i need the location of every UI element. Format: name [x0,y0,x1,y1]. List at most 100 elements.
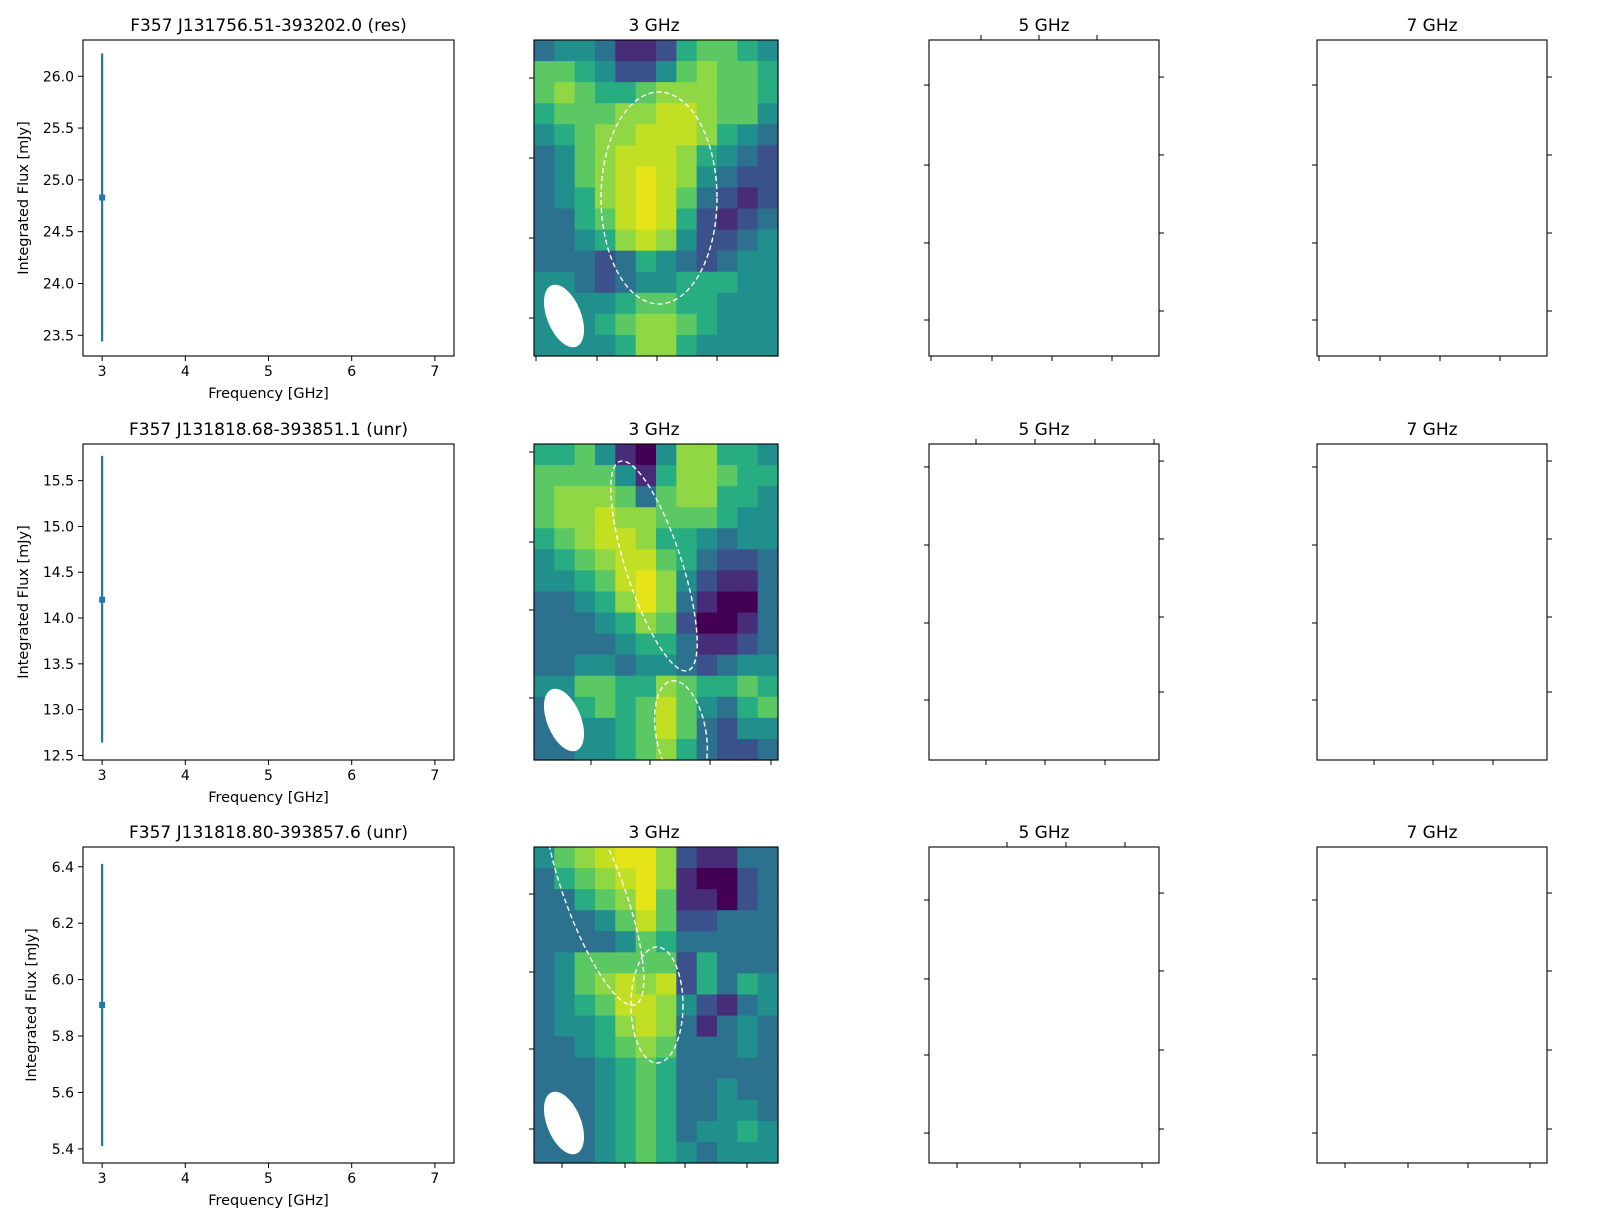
x-tick-label: 5 [264,364,273,380]
heatmap-cell [554,444,576,466]
heatmap-cell [635,1120,657,1143]
heatmap-cell [656,271,677,294]
heatmap-cell [635,973,657,996]
heatmap-cell [554,973,576,996]
heatmap-cell [757,931,779,953]
heatmap-cell [757,973,779,996]
heatmap-cell [615,486,637,508]
heatmap-cell [635,1099,657,1122]
heatmap-cell [696,1120,718,1143]
heatmap-cell [696,868,718,890]
beam-ellipse [543,1091,585,1155]
heatmap-cell [737,910,759,932]
heatmap-cell [737,208,759,231]
heatmap-cell [656,591,677,614]
heatmap-cell [574,187,596,210]
row-2: F357 J131818.68-393851.1 (unr) 3 4 5 6 7 12.5 1… [16,420,1552,806]
heatmap-cell [574,910,596,932]
heatmap-cell [595,738,616,761]
heatmap-cell [656,208,677,231]
heatmap-cell [574,612,596,635]
heatmap-cell [737,549,759,571]
heatmap-cell [574,229,596,252]
heatmap-cell [757,208,779,231]
y-tick-label: 25.0 [43,173,74,189]
heatmap-cell [574,465,596,487]
heatmap-cell [615,612,637,635]
heatmap-cell [737,465,759,487]
heatmap-cell [595,507,616,529]
heatmap-cell [717,1015,738,1038]
heatmap-cell [717,591,738,614]
heatmap-cell [656,250,677,273]
heatmap-cell [595,187,616,210]
heatmap-cell [534,633,555,656]
heatmap-cell [635,1036,657,1059]
map-panel-3: 7 GHz [1312,16,1552,361]
heatmap-cell [696,528,718,550]
heatmap-cell [757,465,779,487]
heatmap-cell [615,931,637,953]
map-title: 5 GHz [1018,823,1069,843]
heatmap-cell [554,40,576,62]
heatmap-cell [534,1015,555,1038]
heatmap-cell [635,696,657,719]
heatmap-cell [534,444,555,466]
heatmap-cell [676,271,698,294]
heatmap-cell [574,103,596,125]
map-frame [1316,846,1548,1164]
heatmap-cell [717,633,738,656]
heatmap-cell [737,696,759,719]
heatmap-cell [717,61,738,83]
heatmap-cell [737,1015,759,1038]
map-panel-2: 5 GHz [924,823,1164,1168]
heatmap-cell [696,931,718,953]
heatmap-cell [717,40,738,62]
heatmap-cell [534,145,555,167]
heatmap-cell [656,528,677,550]
heatmap-cell [615,1078,637,1101]
map-frame [533,39,779,357]
heatmap-cell [615,1015,637,1038]
plot-frame [82,443,455,761]
x-axis-label: Frequency [GHz] [208,790,329,806]
heatmap-cell [534,847,555,869]
heatmap-cell [676,696,698,719]
heatmap-cell [676,465,698,487]
data-point [99,194,106,201]
heatmap-cell [737,486,759,508]
heatmap-cell [757,1015,779,1038]
heatmap-cell [595,654,616,677]
heatmap-cell [737,145,759,167]
heatmap-cell [717,103,738,125]
heatmap-cell [717,910,738,932]
panel-title: F357 J131756.51-393202.0 (res) [130,16,406,36]
heatmap-cell [615,591,637,614]
heatmap-cell [656,570,677,593]
heatmap-cell [737,1120,759,1143]
heatmap-cell [534,187,555,210]
heatmap-cell [676,654,698,677]
heatmap-cell [574,444,596,466]
y-axis-label: Integrated Flux [mJy] [16,121,32,275]
beam-ellipse [543,284,585,348]
heatmap-cell [574,292,596,315]
map-frame [1316,443,1548,761]
heatmap-cell [574,271,596,294]
heatmap-cell [635,40,657,62]
y-tick-label: 6.4 [52,860,74,876]
heatmap-cell [757,82,779,104]
heatmap-cell [595,696,616,719]
heatmap-cell [635,633,657,656]
heatmap-cell [757,717,779,740]
heatmap-cell [717,145,738,167]
heatmap-cell [534,1141,555,1164]
heatmap-cell [595,1036,616,1059]
heatmap-cell [534,973,555,996]
heatmap-cell [574,654,596,677]
heatmap-cell [635,528,657,550]
heatmap-cell [656,973,677,996]
heatmap-cell [757,1141,779,1164]
heatmap-cell [676,1057,698,1080]
heatmap-cell [696,591,718,614]
